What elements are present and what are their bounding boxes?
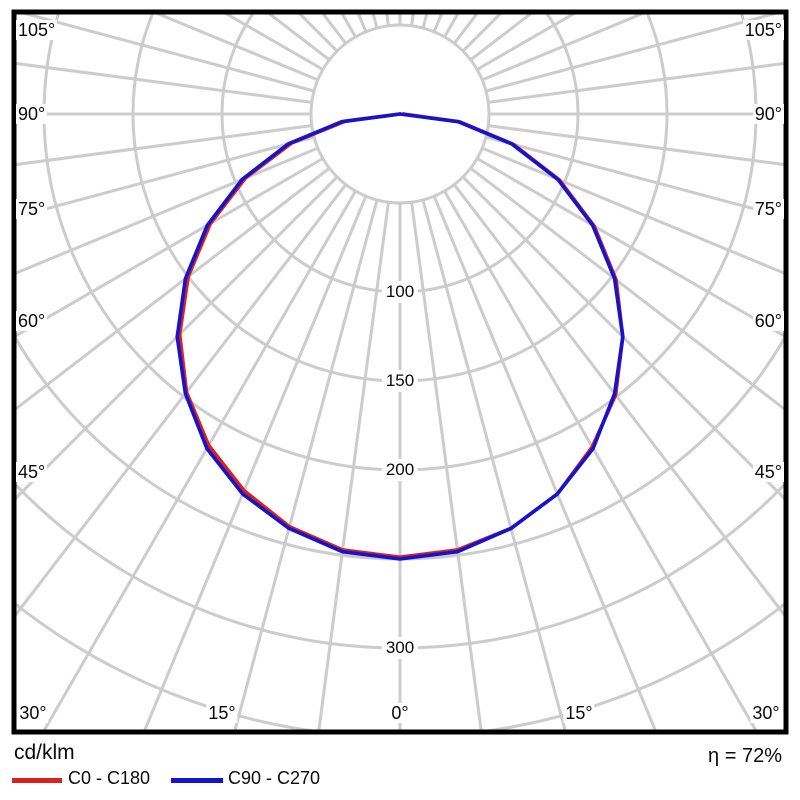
angle-label-right-75: 75° [752,199,784,219]
radial-tick-label-200: 200 [381,459,419,481]
radial-tick-label-100: 100 [381,281,419,303]
radial-tick-label-300: 300 [381,637,419,659]
angle-label-right-45: 45° [752,462,784,482]
efficiency-label: η = 72% [708,745,782,767]
angle-label-bottom-30-right: 30° [750,703,782,723]
unit-label: cd/klm [14,741,75,764]
radial-tick-label-150: 150 [381,370,419,392]
angle-label-left-105: 105° [16,20,58,40]
legend-label-c0-c180: C0 - C180 [68,768,151,788]
angle-label-left-75: 75° [16,199,48,219]
angle-label-bottom-15-left: 15° [206,703,238,723]
angle-label-bottom-30-left: 30° [17,703,49,723]
angle-label-right-105: 105° [742,20,784,40]
legend-swatch-c90-c270 [171,778,223,783]
angle-label-left-90: 90° [16,104,48,124]
angle-label-right-60: 60° [752,311,784,331]
angle-label-bottom-15-right: 15° [563,703,595,723]
angle-label-bottom-0: 0° [389,703,411,723]
angle-label-left-45: 45° [16,462,48,482]
legend-label-c90-c270: C90 - C270 [228,768,321,788]
angle-label-right-90: 90° [752,104,784,124]
legend-swatch-c0-c180 [12,778,62,783]
angle-label-left-60: 60° [16,311,48,331]
